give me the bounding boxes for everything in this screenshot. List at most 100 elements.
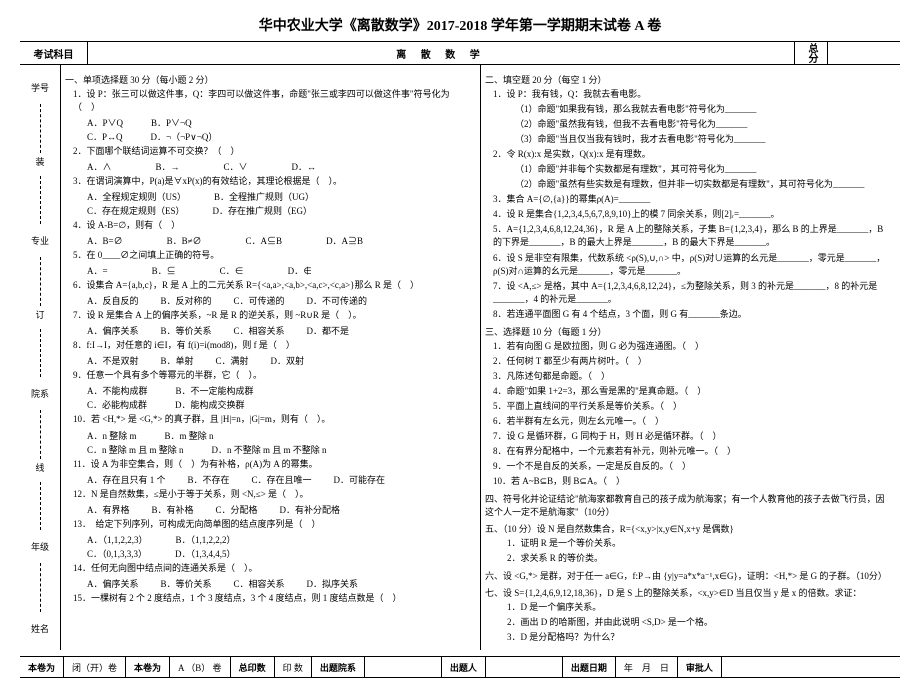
opt: B．B≠∅ <box>167 234 202 247</box>
r2b: （2）命题"虽然有些实数是有理数，但并非一切实数都是有理数"，其可符号化为___… <box>515 178 890 191</box>
r1a: （1）命题"如果我有钱，那么我就去看电影"符号化为_______ <box>515 103 890 116</box>
header-row: 考试科目 离 散 数 学 总分 <box>20 41 900 65</box>
opt: D．拟序关系 <box>307 577 359 590</box>
s7b: 2．画出 D 的哈斯图，并由此说明 <S,D> 是一个格。 <box>507 616 890 629</box>
opt: C．（0,1,3,3,3） <box>87 547 147 560</box>
opt: C．相容关系 <box>234 577 285 590</box>
binding-label: 年级 <box>31 540 49 553</box>
q15: 15．一棵树有 2 个 2 度结点，1 个 3 度结点，3 个 4 度结点，则 … <box>73 592 470 605</box>
t5: 5．平面上直线间的平行关系是等价关系。（ ） <box>493 400 890 413</box>
section-2-title: 二、填空题 20 分（每空 1 分） <box>485 73 890 86</box>
opt: D．可能存在 <box>334 473 386 486</box>
opt: D．（1,3,4,4,5） <box>175 547 236 560</box>
footer-value: 印 数 <box>275 657 312 677</box>
opt: A．偏序关系 <box>87 324 139 337</box>
s7a: 1．D 是一个偏序关系。 <box>507 601 890 614</box>
opt: C．P↔Q <box>87 130 123 143</box>
footer-label: 出题人 <box>442 657 486 677</box>
opt: D．n 不整除 m 且 m 不整除 n <box>212 443 327 456</box>
seal-label: 订 <box>34 310 47 325</box>
footer-value: 年 月 日 <box>616 657 678 677</box>
r1c: （3）命题"当且仅当我有钱时，我才去看电影"符号化为_______ <box>515 133 890 146</box>
r6: 6．设 S 是非空有限集，代数系统 <ρ(S),∪,∩> 中，ρ(S)对∪运算的… <box>493 252 890 278</box>
binding-label: 专业 <box>31 234 49 247</box>
r2: 2．令 R(x):x 是实数，Q(x):x 是有理数。 <box>493 148 890 161</box>
opt: A．存在且只有 1 个 <box>87 473 166 486</box>
opt: D．存在推广规则（EG） <box>213 204 313 217</box>
opt: D．能构成交换群 <box>175 398 245 411</box>
binding-label: 学号 <box>31 81 49 94</box>
opt: A．偏序关系 <box>87 577 139 590</box>
opt: B．单射 <box>161 354 194 367</box>
opt: A．n 整除 m <box>87 429 137 442</box>
t3: 3．凡陈述句都是命题。（ ） <box>493 370 890 383</box>
opt: B．⊆ <box>152 264 176 277</box>
t8: 8．在有界分配格中，一个元素若有补元，则补元唯一。（ ） <box>493 445 890 458</box>
q10: 10．若 <H,*> 是 <G,*> 的真子群，且 |H|=n，|G|=m，则有… <box>73 413 470 426</box>
section-6-title: 六、设 <G,*> 是群，对于任一 a∈G，f:P→由 {y|y=a*x*a⁻¹… <box>485 569 890 582</box>
footer-label: 出题日期 <box>563 657 616 677</box>
opt: B．等价关系 <box>161 577 212 590</box>
binding-label: 姓名 <box>31 622 49 635</box>
opt: D．A⊇B <box>326 234 363 247</box>
total-label: 总分 <box>795 42 828 64</box>
q11: 11．设 A 为非空集合，则（ ）为有补格，ρ(A)为 A 的幂集。 <box>73 458 470 471</box>
opt: A．∧ <box>87 160 112 173</box>
opt: C．可传递的 <box>234 294 285 307</box>
seal-label: 装 <box>34 157 47 172</box>
opt: A．= <box>87 264 108 277</box>
footer-blank <box>486 657 563 677</box>
s7c: 3．D 是分配格吗？为什么？ <box>507 631 890 644</box>
t2: 2．任何树 T 都至少有两片树叶。（ ） <box>493 355 890 368</box>
opt: C．必能构成群 <box>87 398 147 411</box>
opt: C．存在且唯一 <box>252 473 312 486</box>
q9: 9．任意一个具有多个等幂元的半群，它（ ）。 <box>73 369 470 382</box>
opt: A．有界格 <box>87 503 130 516</box>
t1: 1．若有向图 G 是欧拉图，则 G 必为强连通图。（ ） <box>493 340 890 353</box>
opt: A．全程规定规则（US） <box>87 190 186 203</box>
opt: A．不是双射 <box>87 354 139 367</box>
seal-label: 线 <box>34 463 47 478</box>
opt: B．反对称的 <box>161 294 212 307</box>
r3: 3．集合 A={∅,{a}}的幂集ρ(A)=_______ <box>493 193 890 206</box>
footer-label: 总印数 <box>231 657 275 677</box>
subject-value: 离 散 数 学 <box>88 42 795 64</box>
opt: D．都不是 <box>307 324 350 337</box>
q3: 3．在谓词演算中，P(a)是∀xP(x)的有效结论，其理论根据是（ ）。 <box>73 175 470 188</box>
q6: 6．设集合 A={a,b,c}，R 是 A 上的二元关系 R={<a,a>,<a… <box>73 279 470 292</box>
opt: B．有补格 <box>152 503 194 516</box>
opt: D．双射 <box>271 354 305 367</box>
s5b: 2．求关系 R 的等价类。 <box>507 552 890 565</box>
r2a: （1）命题"并非每个实数都是有理数"，其可符号化为_______ <box>515 163 890 176</box>
opt: B．m 整除 n <box>165 429 214 442</box>
opt: A．B=∅ <box>87 234 123 247</box>
opt: A．不能构成群 <box>87 384 148 397</box>
section-4-title: 四、符号化并论证结论"航海家都教育自己的孩子成为航海家；有一个人教育他的孩子去做… <box>485 492 890 518</box>
opt: C．A⊆B <box>246 234 283 247</box>
opt: C．相容关系 <box>234 324 285 337</box>
footer-value: 闭（开）卷 <box>64 657 126 677</box>
main-columns: 学号 装 专业 订 院系 线 年级 姓名 一、单项选择题 30 分（每小题 2 … <box>20 65 900 650</box>
opt: A．（1,1,2,2,3） <box>87 533 148 546</box>
opt: D．↔ <box>292 160 317 173</box>
section-5-title: 五、（10 分）设 N 是自然数集合，R={<x,y>|x,y∈N,x+y 是偶… <box>485 522 890 535</box>
opt: C．∨ <box>224 160 248 173</box>
section-1-title: 一、单项选择题 30 分（每小题 2 分） <box>65 73 470 86</box>
opt: C．存在规定规则（ES） <box>87 204 185 217</box>
opt: B．全程推广规则（UG） <box>214 190 314 203</box>
q4: 4．设 A-B=∅，则有（ ） <box>73 219 470 232</box>
footer-blank <box>365 657 442 677</box>
q14: 14．任何无向图中结点间的连通关系是（ ）。 <box>73 562 470 575</box>
s5a: 1．证明 R 是一个等价关系。 <box>507 537 890 550</box>
opt: C．分配格 <box>216 503 258 516</box>
t4: 4．命题"如果 1+2=3，那么雪是黑的"是真命题。（ ） <box>493 385 890 398</box>
exam-title: 华中农业大学《离散数学》2017-2018 学年第一学期期末试卷 A 卷 <box>20 15 900 35</box>
opt: B．P∨¬Q <box>151 116 192 129</box>
opt: C．满射 <box>216 354 249 367</box>
opt: C．∈ <box>220 264 244 277</box>
t10: 10．若 A~B⊆B，则 B⊆A。（ ） <box>493 475 890 488</box>
opt: B．→ <box>156 160 180 173</box>
section-7-title: 七、设 S={1,2,4,6,9,12,18,36}，D 是 S 上的整除关系，… <box>485 586 890 599</box>
t7: 7．设 G 是循环群，G 同构于 H，则 H 必是循环群。（ ） <box>493 430 890 443</box>
subject-label: 考试科目 <box>20 42 88 64</box>
